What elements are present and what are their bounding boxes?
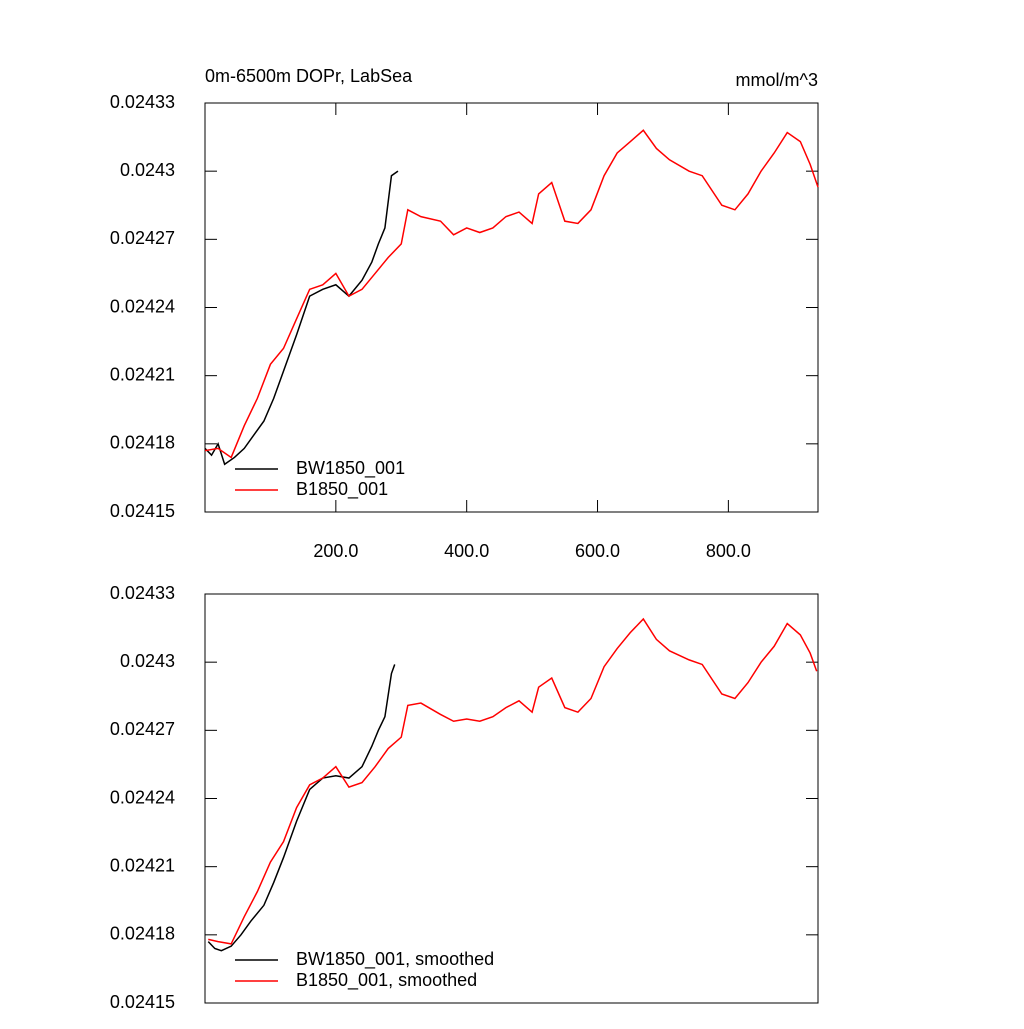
data-line [204, 170, 399, 466]
y-tick-label: 0.02427 [110, 228, 175, 248]
data-line [207, 664, 396, 952]
legend-label: B1850_001 [296, 479, 388, 500]
y-tick-label: 0.02421 [110, 364, 175, 384]
legend-label: B1850_001, smoothed [296, 970, 477, 991]
y-tick-label: 0.02424 [110, 787, 175, 807]
plot-frame [204, 102, 819, 513]
y-tick-label: 0.02433 [110, 583, 175, 603]
x-tick-label: 200.0 [313, 541, 358, 561]
data-line [208, 617, 818, 945]
x-tick-label: 800.0 [706, 541, 751, 561]
y-tick-label: 0.02424 [110, 296, 175, 316]
x-tick-label: 400.0 [444, 541, 489, 561]
data-line [204, 129, 819, 459]
chart-subtitle: mmol/m^3 [736, 70, 818, 90]
y-tick-label: 0.0243 [120, 651, 175, 671]
legend-label: BW1850_001, smoothed [296, 949, 494, 970]
y-tick-label: 0.02433 [110, 92, 175, 112]
x-tick-label: 600.0 [575, 541, 620, 561]
chart-title: 0m-6500m DOPr, LabSea [205, 66, 413, 86]
plot-frame [204, 593, 819, 1004]
y-tick-label: 0.0243 [120, 160, 175, 180]
legend-label: BW1850_001 [296, 458, 405, 479]
y-tick-label: 0.02418 [110, 433, 175, 453]
y-tick-label: 0.02421 [110, 855, 175, 875]
y-tick-label: 0.02415 [110, 992, 175, 1012]
y-tick-label: 0.02427 [110, 719, 175, 739]
y-tick-label: 0.02415 [110, 501, 175, 521]
y-tick-label: 0.02418 [110, 924, 175, 944]
